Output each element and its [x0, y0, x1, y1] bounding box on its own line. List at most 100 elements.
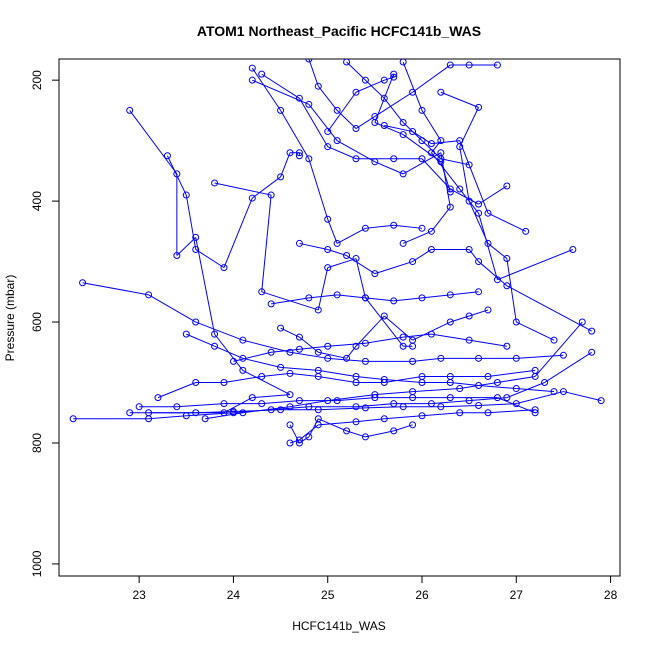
- data-point: [409, 88, 417, 96]
- data-point: [418, 106, 426, 114]
- series-22: [248, 64, 426, 247]
- series-segment: [468, 249, 479, 262]
- series-segment: [289, 400, 328, 408]
- data-point: [258, 70, 266, 78]
- data-point: [286, 403, 294, 411]
- series-18: [267, 288, 483, 308]
- series-segment: [384, 378, 423, 384]
- series-segment: [450, 382, 479, 387]
- data-point: [409, 388, 417, 396]
- data-point: [220, 379, 228, 387]
- series-8: [380, 122, 530, 235]
- series-segment: [459, 188, 479, 214]
- series-segment: [374, 261, 413, 275]
- series-segment: [299, 436, 310, 444]
- series-segment: [459, 107, 480, 147]
- x-tick-label: 23: [132, 588, 146, 602]
- series-segment: [450, 291, 479, 296]
- data-point: [475, 382, 483, 390]
- data-point: [437, 137, 445, 145]
- series-segment: [299, 242, 328, 250]
- series-segment: [223, 375, 262, 383]
- series-segment: [431, 333, 470, 341]
- series-segment: [355, 403, 394, 408]
- series-segment: [421, 294, 451, 299]
- data-point: [267, 300, 275, 308]
- series-segment: [478, 261, 508, 287]
- series-segment: [544, 351, 592, 383]
- data-point: [465, 312, 473, 320]
- data-point: [267, 191, 275, 199]
- series-segment: [421, 140, 442, 160]
- series-segment: [497, 375, 536, 383]
- data-point: [277, 324, 285, 332]
- data-point: [399, 59, 407, 66]
- data-point: [550, 336, 558, 344]
- series-segment: [271, 348, 300, 353]
- series-10: [399, 59, 577, 284]
- data-point: [409, 357, 417, 365]
- data-point: [588, 327, 596, 335]
- data-point: [295, 436, 303, 444]
- series-segment: [337, 397, 375, 402]
- series-segment: [195, 411, 234, 414]
- series-segment: [365, 430, 394, 438]
- series-21: [286, 406, 539, 447]
- series-segment: [384, 415, 423, 420]
- data-point: [512, 400, 520, 408]
- series-segment: [318, 421, 357, 426]
- series-3: [211, 179, 417, 350]
- data-point: [371, 270, 379, 278]
- series-9: [437, 88, 558, 344]
- data-point: [211, 330, 219, 338]
- data-point: [399, 131, 407, 139]
- series-layer: [69, 59, 605, 447]
- data-point: [456, 185, 464, 193]
- series-segment: [516, 354, 564, 359]
- series-segment: [365, 297, 404, 347]
- series-segment: [478, 213, 498, 280]
- y-tick-label: 1000: [30, 550, 44, 577]
- series-segment: [459, 146, 470, 202]
- data-point: [173, 252, 181, 260]
- data-point: [559, 388, 567, 396]
- data-point: [399, 170, 407, 178]
- data-point: [409, 421, 417, 429]
- data-point: [182, 191, 190, 199]
- x-tick-label: 26: [415, 588, 429, 602]
- data-point: [192, 233, 200, 241]
- series-segment: [186, 333, 215, 347]
- data-point: [418, 379, 426, 387]
- data-point: [173, 170, 181, 178]
- data-point: [305, 59, 313, 63]
- series-segment: [374, 391, 413, 396]
- series-segment: [412, 64, 451, 93]
- series-segment: [337, 294, 366, 299]
- data-point: [286, 369, 294, 377]
- data-point: [324, 264, 332, 272]
- series-segment: [478, 385, 517, 390]
- series-segment: [317, 267, 329, 311]
- data-point: [380, 122, 388, 130]
- series-segment: [261, 73, 300, 99]
- data-point: [475, 200, 483, 208]
- data-point: [531, 372, 539, 380]
- data-point: [192, 409, 200, 417]
- data-point: [333, 239, 341, 247]
- data-point: [229, 357, 237, 365]
- data-point: [380, 415, 388, 423]
- series-24: [343, 59, 473, 169]
- data-point: [69, 415, 77, 423]
- data-point: [239, 366, 247, 374]
- series-segment: [308, 59, 319, 87]
- data-point: [465, 161, 473, 169]
- series-segment: [157, 382, 196, 399]
- series-segment: [487, 212, 526, 232]
- data-point: [361, 357, 369, 365]
- series-segment: [280, 152, 291, 178]
- series-segment: [383, 315, 413, 341]
- series-segment: [327, 258, 357, 269]
- series-16: [201, 318, 586, 423]
- series-segment: [421, 158, 451, 190]
- data-point: [399, 239, 407, 247]
